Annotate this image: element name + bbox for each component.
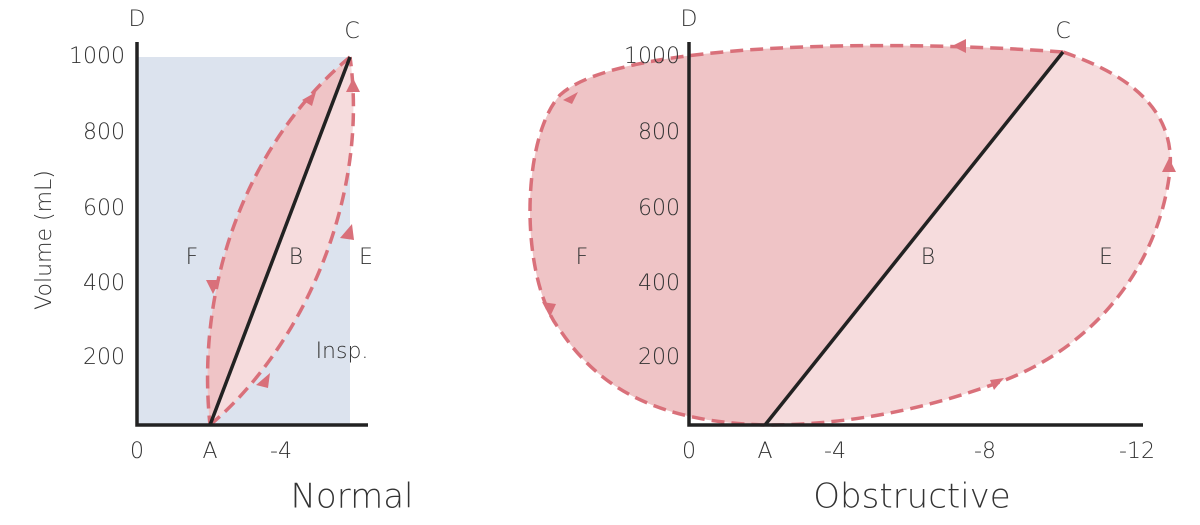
arrow bbox=[990, 378, 1004, 390]
expiration-area bbox=[530, 45, 1063, 425]
y-tick-label: 600 bbox=[83, 196, 125, 221]
axes bbox=[687, 42, 1143, 427]
point-label: C bbox=[1055, 19, 1070, 44]
arrow bbox=[1162, 158, 1176, 172]
y-tick-label: 400 bbox=[638, 271, 680, 296]
expiration-curve bbox=[205, 55, 352, 426]
point-label: D bbox=[129, 7, 146, 32]
arrow bbox=[302, 92, 316, 106]
inspiration-curve bbox=[208, 56, 356, 427]
arrow bbox=[256, 373, 270, 388]
point-label: F bbox=[576, 245, 589, 270]
x-tick-label: -12 bbox=[1119, 439, 1155, 464]
y-tick-label: 200 bbox=[83, 345, 125, 370]
arrow bbox=[206, 280, 220, 294]
y-tick-label: 600 bbox=[638, 196, 680, 221]
note: Insp. bbox=[316, 339, 369, 364]
compliance-line bbox=[763, 50, 1065, 427]
point-label: E bbox=[1099, 245, 1113, 270]
point-label: F bbox=[186, 245, 199, 270]
point-label: C bbox=[344, 19, 359, 44]
y-tick-label: 1000 bbox=[69, 44, 125, 69]
arrow bbox=[952, 39, 966, 53]
x-tick-label: 0 bbox=[130, 439, 144, 464]
arrow bbox=[340, 224, 354, 240]
axes bbox=[135, 42, 368, 427]
x-tick-label: A bbox=[202, 439, 217, 464]
x-tick-label: A bbox=[757, 439, 772, 464]
arrow bbox=[563, 92, 578, 104]
point-label: B bbox=[921, 245, 935, 270]
compliance-line bbox=[208, 56, 352, 426]
x-tick-label: -8 bbox=[974, 439, 996, 464]
panel-title: Normal bbox=[290, 477, 413, 517]
loop-curve bbox=[528, 43, 1173, 427]
x-tick-label: 0 bbox=[682, 439, 696, 464]
panel-title: Obstructive bbox=[813, 477, 1010, 517]
y-tick-label: 800 bbox=[638, 120, 680, 145]
x-tick-label: -4 bbox=[824, 439, 846, 464]
y-axis-label: Volume (mL) bbox=[32, 170, 57, 310]
y-tick-label: 800 bbox=[83, 120, 125, 145]
x-tick-label: -4 bbox=[270, 439, 292, 464]
y-tick-label: 400 bbox=[83, 271, 125, 296]
arrow bbox=[542, 302, 556, 317]
point-label: E bbox=[359, 245, 373, 270]
y-tick-label: 1000 bbox=[624, 44, 680, 69]
point-label: D bbox=[681, 7, 698, 32]
y-tick-label: 200 bbox=[638, 345, 680, 370]
point-label: B bbox=[289, 245, 303, 270]
arrow bbox=[346, 78, 360, 92]
